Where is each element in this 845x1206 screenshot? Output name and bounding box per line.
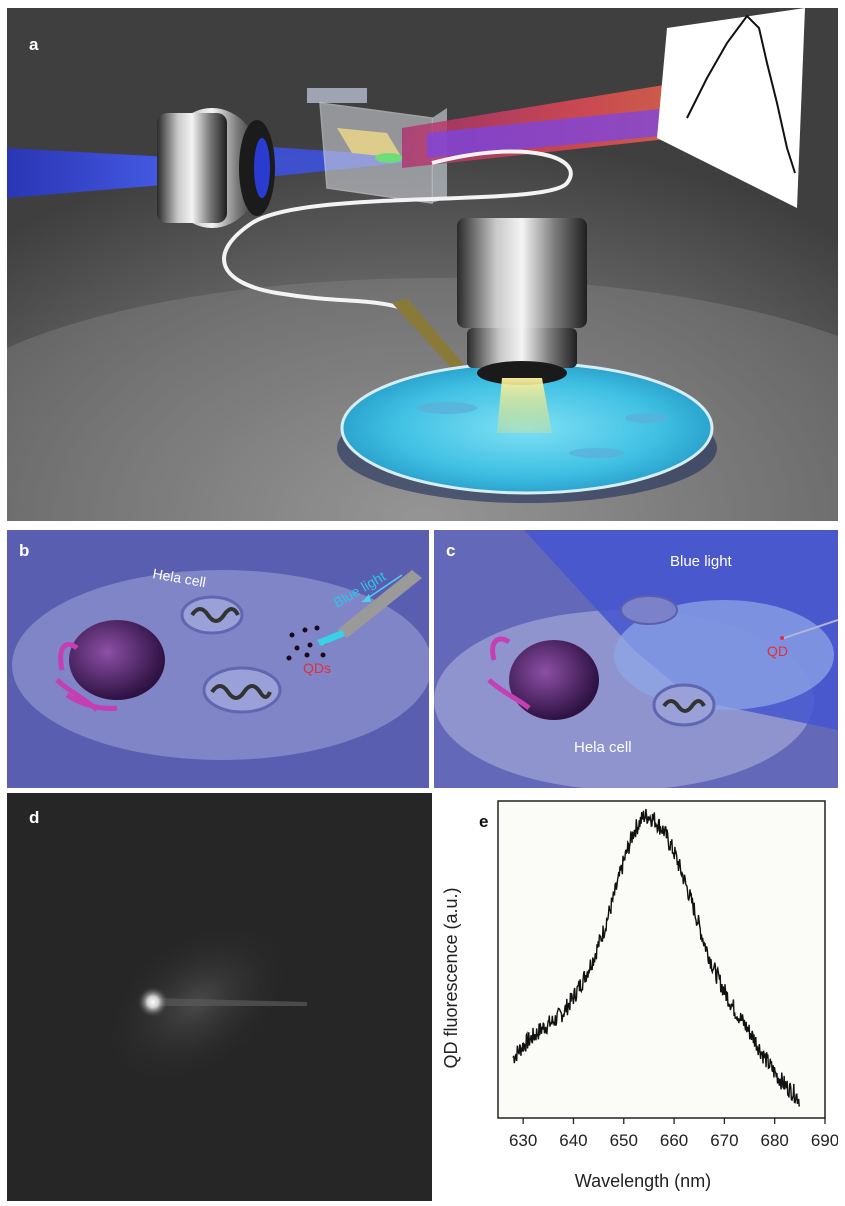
qd-label: QD (767, 643, 788, 659)
x-tick-label: 690 (811, 1131, 838, 1150)
qd-fluorescence-spot (137, 986, 169, 1018)
panel-e: 630 640 650 660 670 680 690 e Wavelength (nm) … (435, 793, 838, 1203)
fiber-probe (783, 619, 838, 639)
input-beam (7, 148, 187, 198)
objective-lens-left (157, 108, 275, 228)
hela-cell (12, 570, 429, 760)
hela-cell-label: Hela cell (574, 739, 632, 756)
fluorescence-spectrum-chart: 630 640 650 660 670 680 690 e Wavelength (nm) … (441, 800, 838, 1191)
qds-label: QDs (303, 660, 331, 676)
panel-b: b Hela cell Blue light QDs (7, 530, 429, 788)
fiber-probe (337, 570, 422, 638)
panel-c: c Blue light QD Hela cell (434, 530, 838, 788)
mitochondrion (180, 595, 244, 635)
y-axis-label: QD fluorescence (a.u.) (441, 887, 461, 1068)
setup-illustration: a (7, 8, 838, 521)
cell-illustration-c: c Blue light QD Hela cell (434, 530, 838, 788)
optical-fiber (222, 149, 573, 310)
x-tick-label: 630 (509, 1131, 537, 1150)
panel-label-c: c (446, 541, 455, 560)
series-line (512, 808, 800, 1107)
petri-dish (337, 361, 717, 503)
cell-illustration-b: b Hela cell Blue light QDs (7, 530, 429, 788)
mitochondrion (202, 666, 282, 714)
panel-label-e: e (479, 812, 488, 831)
panel-a: a (7, 8, 838, 521)
fluorescence-micrograph: d (7, 793, 432, 1201)
x-tick-label: 640 (559, 1131, 587, 1150)
spectrum-screen (657, 8, 805, 208)
endoplasmic-reticulum (55, 642, 118, 712)
quantum-dot (780, 636, 784, 640)
endoplasmic-reticulum (487, 636, 531, 710)
quantum-dots (286, 625, 328, 661)
probe-shadow (155, 998, 307, 1006)
x-tick-label: 670 (710, 1131, 738, 1150)
panel-label-d: d (29, 808, 39, 827)
objective-lens-top (457, 218, 587, 433)
x-axis-label: Wavelength (nm) (575, 1171, 711, 1191)
x-tick-label: 680 (761, 1131, 789, 1150)
x-tick-label: 660 (660, 1131, 688, 1150)
blue-light-label: Blue light (670, 553, 733, 570)
panel-label-b: b (19, 541, 29, 560)
nucleus (69, 620, 165, 700)
panel-d: d (7, 793, 432, 1201)
nucleus (509, 640, 599, 720)
x-tick-label: 650 (610, 1131, 638, 1150)
mitochondrion (652, 683, 716, 727)
panel-label-a: a (29, 35, 39, 54)
plot-area (497, 800, 826, 1119)
